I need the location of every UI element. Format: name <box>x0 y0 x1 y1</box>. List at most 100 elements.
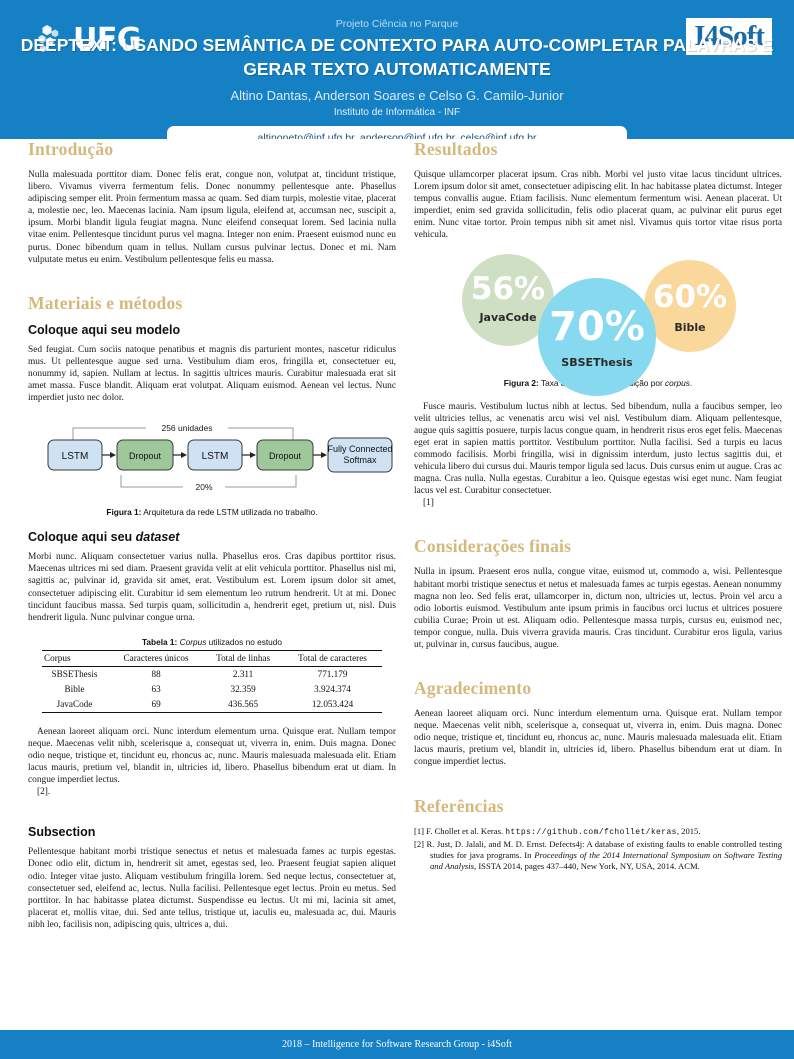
page-title: DEEPTEXT: USANDO SEMÂNTICA DE CONTEXTO P… <box>20 35 774 79</box>
table1-caption-label: Tabela 1: <box>141 636 178 647</box>
project-line: Projeto Ciência no Parque <box>335 18 459 30</box>
institute-line: Instituto de Informática - INF <box>333 107 461 118</box>
ufg-logo: UFG <box>38 22 141 58</box>
section-heading-introducao: Introdução <box>28 139 114 159</box>
emails-box: altinoneto@inf.ufg.br, anderson@inf.ufg.… <box>167 126 627 139</box>
after-table-paragraph: Aenean laoreet aliquam orci. Nunc interd… <box>28 726 396 786</box>
diagram-node-dense-line2: Softmax <box>343 455 377 465</box>
cell-corpus: Bible <box>64 684 85 695</box>
reference-text-post: , 2015. <box>676 825 701 836</box>
cell-caracteres-unicos: 63 <box>151 684 161 695</box>
reference-item-2: [2] R. Just, D. Jalali, and M. D. Ernst.… <box>414 839 782 873</box>
cell-total-linhas: 32.359 <box>230 684 256 695</box>
bubble-javacode-label: JavaCode <box>479 310 537 324</box>
poster-header: UFG I4Soft Projeto Ciência no Parque DEE… <box>0 0 794 139</box>
conclusions-paragraph: Nulla in ipsum. Praesent eros nulla, con… <box>414 567 782 650</box>
spacer <box>414 651 782 678</box>
i4soft-logo: I4Soft <box>686 18 772 55</box>
bubble-bible-value: 60% <box>652 278 728 315</box>
cell-corpus: JavaCode <box>42 696 109 713</box>
spacer <box>414 769 782 796</box>
subsection-paragraph: Pellentesque habitant morbi tristique se… <box>28 847 396 930</box>
figure2-caption-em: corpus <box>665 377 690 388</box>
after-table-citation: [2]. <box>37 787 51 798</box>
results-paragraph-2: Fusce mauris. Vestibulum luctus nibh at … <box>414 401 782 497</box>
methods-dataset-paragraph: Morbi nunc. Aliquam consectetuer varius … <box>28 552 396 623</box>
diagram-node-dropout-2: Dropout <box>269 451 302 461</box>
references-list: [1] F. Chollet et al. Keras. https://git… <box>414 826 782 873</box>
table1-caption-em: Corpus <box>177 636 207 647</box>
figure2-caption-label: Figura 2: <box>503 377 539 388</box>
cell-corpus: SBSEThesis <box>51 669 98 680</box>
section-heading-agradecimento: Agradecimento <box>414 678 532 699</box>
intro-paragraph: Nulla malesuada porttitor diam. Donec fe… <box>28 170 396 265</box>
figure1-caption-text: Arquitetura da rede LSTM utilizada no tr… <box>141 507 318 518</box>
bubble-javacode-value: 56% <box>470 270 546 307</box>
diagram-node-lstm-1: LSTM <box>62 451 89 462</box>
figure1-caption-label: Figura 1: <box>106 507 142 518</box>
bubble-bible-label: Bible <box>674 320 706 334</box>
spacer <box>28 798 396 825</box>
subsection-dataset-em: dataset <box>135 530 180 545</box>
cell-total-caracteres: 12.053.424 <box>283 696 382 713</box>
section-heading-referencias: Referências <box>414 795 504 816</box>
reference-venue: Proceedings of the 2014 International Sy… <box>430 850 782 872</box>
cell-total-caracteres: 771.179 <box>317 669 348 680</box>
subsection-heading-dataset: Coloque aqui seu dataset <box>28 530 396 544</box>
bubble-sbsethesis: 70% SBSEThesis <box>538 277 656 396</box>
bubble-sbsethesis-label: SBSEThesis <box>561 355 633 369</box>
results-paragraph: Quisque ullamcorper placerat ipsum. Cras… <box>414 170 782 241</box>
subsection-dataset-prefix: Coloque aqui seu <box>28 530 136 545</box>
table1-block: Tabela 1: Corpus utilizados no estudo Co… <box>28 637 396 713</box>
figure1-lstm-architecture: 256 unidades 20% LSTM Dropout LSTM <box>28 418 396 517</box>
column-header-corpus: Corpus <box>42 649 109 667</box>
figure2-bubble-chart: 56% JavaCode 60% Bible 70% SBSEThesis <box>414 252 782 396</box>
poster-body: Introdução Nulla malesuada porttitor dia… <box>0 139 794 1030</box>
right-column: Resultados Quisque ullamcorper placerat … <box>414 139 782 874</box>
cell-caracteres-unicos: 69 <box>108 696 204 713</box>
bubble-sbsethesis-value: 70% <box>549 303 645 350</box>
corpus-table: Corpus Caracteres únicos Total de linhas… <box>42 649 382 713</box>
table-row: JavaCode 69 436.565 12.053.424 <box>42 696 382 713</box>
column-header-caracteres-unicos: Caracteres únicos <box>108 649 204 667</box>
reference-text-post: , ISSTA 2014, pages 437–440, New York, N… <box>474 861 700 872</box>
cell-caracteres-unicos: 88 <box>151 669 161 680</box>
table-row: Bible 63 32.359 3.924.374 <box>42 682 382 697</box>
column-header-total-linhas: Total de linhas <box>203 649 284 667</box>
spacer <box>414 509 782 536</box>
table-row: SBSEThesis 88 2.311 771.179 <box>42 666 382 682</box>
reference-marker: [2] <box>414 838 425 849</box>
results-citation: [1] <box>423 498 434 509</box>
annotation-dropout-rate: 20% <box>195 482 212 492</box>
authors-line: Altino Dantas, Anderson Soares e Celso G… <box>230 88 564 103</box>
figure1-caption: Figura 1: Arquitetura da rede LSTM utili… <box>28 507 396 517</box>
table1-caption-rest: utilizados no estudo <box>206 636 283 647</box>
diagram-node-dropout-1: Dropout <box>129 451 162 461</box>
cell-total-linhas: 2.311 <box>232 669 254 680</box>
reference-marker: [1] <box>414 825 425 836</box>
left-column: Introdução Nulla malesuada porttitor dia… <box>28 139 396 931</box>
reference-text-pre: R. Just, D. Jalali, and M. D. Ernst. Def… <box>424 838 783 861</box>
poster-footer: 2018 – Intelligence for Software Researc… <box>0 1030 794 1059</box>
annotation-256-unidades: 256 unidades <box>161 423 212 433</box>
spacer <box>28 624 396 637</box>
cell-total-linhas: 436.565 <box>203 696 284 713</box>
spacer <box>28 713 396 726</box>
figure2-caption-end: . <box>689 377 693 388</box>
methods-model-paragraph: Sed feugiat. Cum sociis natoque penatibu… <box>28 344 396 404</box>
ufg-hexagon-icon <box>38 24 70 56</box>
subsection-heading-subsection: Subsection <box>28 825 96 840</box>
reference-url[interactable]: https://github.com/fchollet/keras <box>505 827 677 837</box>
diagram-node-lstm-2: LSTM <box>202 451 229 462</box>
acknowledgement-paragraph: Aenean laoreet aliquam orci. Nunc interd… <box>414 709 782 768</box>
column-header-total-caracteres: Total de caracteres <box>283 649 382 667</box>
subsection-heading-modelo: Coloque aqui seu modelo <box>28 322 181 337</box>
spacer <box>28 517 396 530</box>
diagram-node-dense-line1: Fully Connected <box>327 444 392 454</box>
section-heading-resultados: Resultados <box>414 139 498 159</box>
table1-caption: Tabela 1: Corpus utilizados no estudo <box>28 637 396 647</box>
reference-text-pre: F. Chollet et al. Keras. <box>424 825 506 836</box>
cell-total-caracteres: 3.924.374 <box>314 684 351 695</box>
i4soft-logo-text: I4Soft <box>694 20 765 52</box>
section-heading-consideracoes-finais: Considerações finais <box>414 536 572 557</box>
